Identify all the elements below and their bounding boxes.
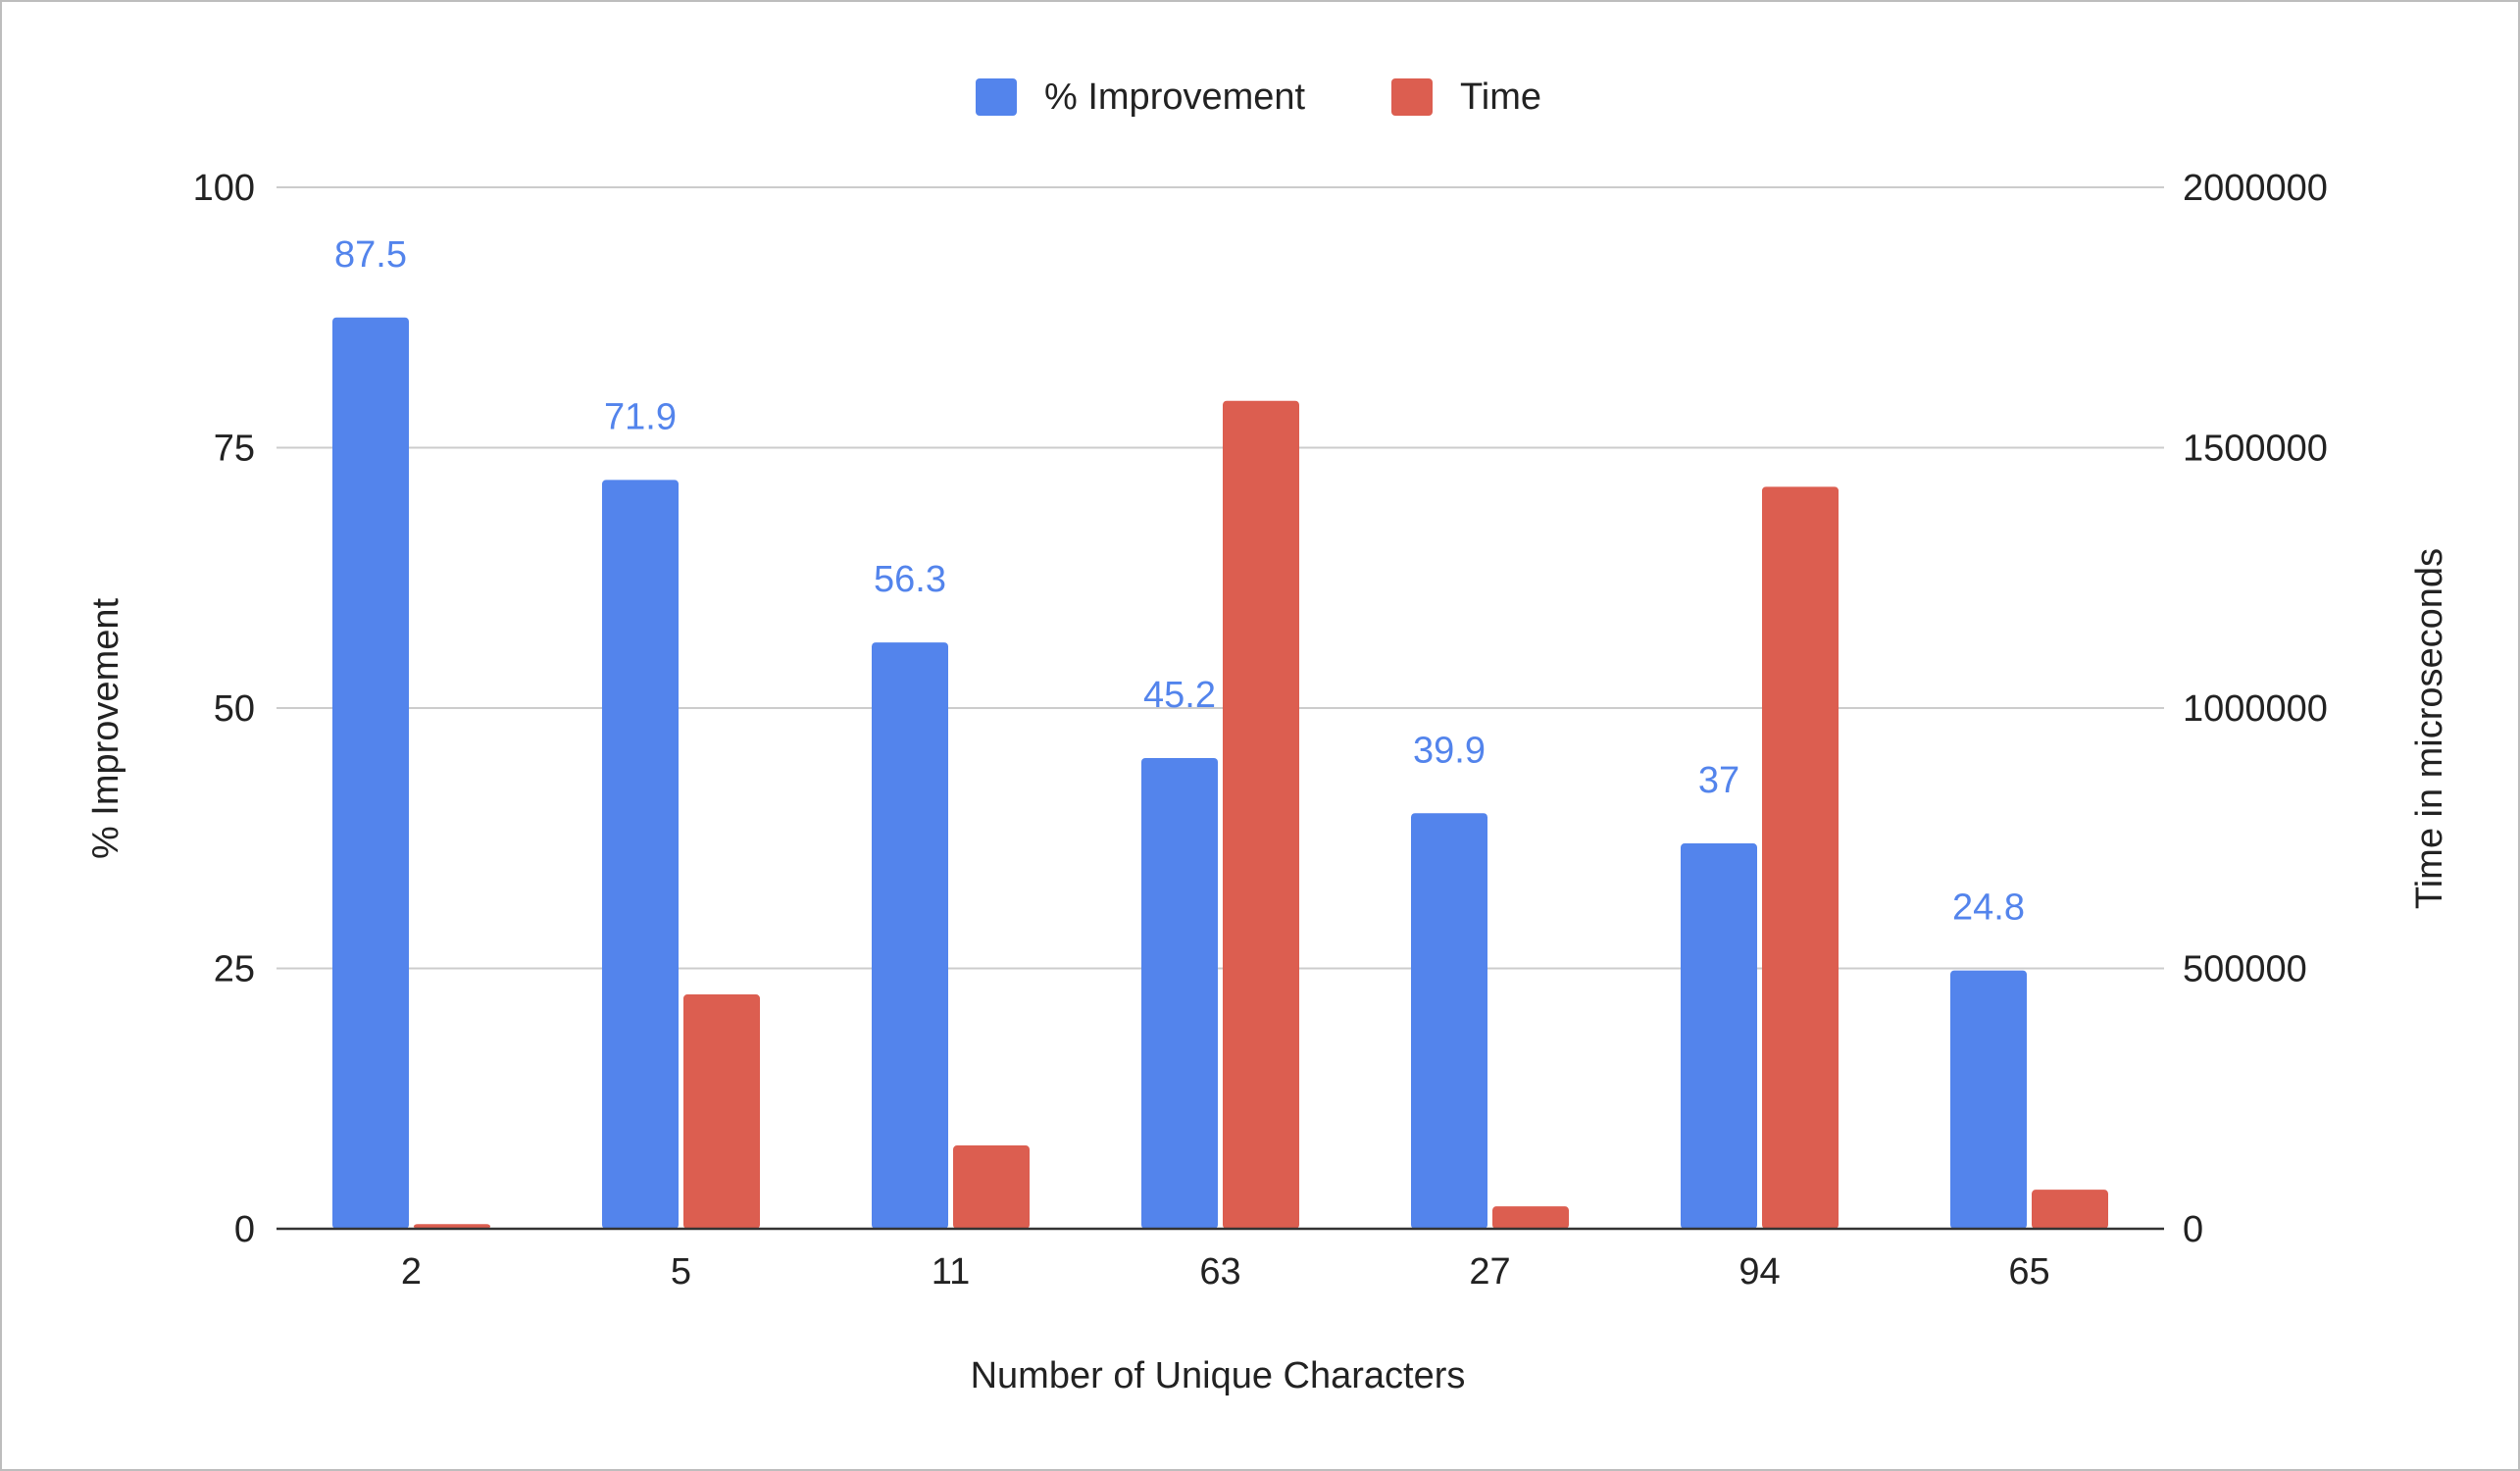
y-tick-label-right: 0 [2183, 1209, 2203, 1250]
y-tick-label-right: 2000000 [2183, 168, 2328, 209]
bar-time-63 [1223, 400, 1299, 1230]
x-tick-label: 94 [1739, 1251, 1780, 1293]
bar-improvement-27 [1411, 813, 1487, 1229]
left-axis-ticks: 0 25 50 75 100 [193, 168, 255, 1250]
legend-label-improvement: % Improvement [1044, 76, 1306, 118]
y-tick-label-right: 500000 [2183, 949, 2307, 990]
bar-improvement-11 [872, 642, 948, 1229]
legend-swatch-improvement [976, 78, 1017, 116]
data-label-improvement-2: 87.5 [334, 234, 407, 276]
right-axis-ticks: 0 500000 1000000 1500000 2000000 [2183, 168, 2328, 1250]
legend-label-time: Time [1460, 76, 1541, 118]
x-tick-label: 5 [671, 1251, 691, 1293]
x-tick-label: 11 [932, 1251, 970, 1293]
bar-improvement-5 [602, 480, 679, 1229]
bar-improvement-63 [1141, 757, 1218, 1229]
data-label-improvement-5: 71.9 [604, 396, 677, 437]
x-axis-title: Number of Unique Characters [971, 1355, 1466, 1396]
data-label-improvement-11: 56.3 [874, 559, 946, 600]
y-tick-label-left: 50 [214, 688, 255, 730]
bar-improvement-65 [1950, 970, 2027, 1229]
y-axis-right-title: Time in microseconds [2409, 548, 2450, 909]
data-label-improvement-63: 45.2 [1143, 675, 1216, 716]
bar-time-94 [1762, 486, 1839, 1229]
y-tick-label-left: 0 [234, 1209, 255, 1250]
y-tick-label-left: 75 [214, 429, 255, 470]
y-tick-label-right: 1500000 [2183, 429, 2328, 470]
data-label-improvement-27: 39.9 [1413, 730, 1486, 771]
y-tick-label-left: 100 [193, 168, 255, 209]
data-label-improvement-94: 37 [1698, 760, 1739, 801]
y-axis-left-title: % Improvement [85, 598, 126, 860]
y-tick-label-right: 1000000 [2183, 688, 2328, 730]
x-tick-label: 65 [2008, 1251, 2049, 1293]
gridlines [277, 186, 2164, 970]
data-label-improvement-65: 24.8 [1952, 888, 2025, 929]
bar-time-5 [683, 994, 760, 1229]
bars [332, 317, 2108, 1230]
x-axis-ticks: 2 5 11 63 27 94 65 [401, 1251, 2050, 1293]
data-labels: 87.5 71.9 56.3 45.2 39.9 37 24.8 [334, 234, 2025, 929]
x-tick-label: 2 [401, 1251, 422, 1293]
y-tick-label-left: 25 [214, 949, 255, 990]
bar-improvement-94 [1681, 843, 1757, 1229]
x-tick-label: 27 [1469, 1251, 1510, 1293]
bar-time-65 [2032, 1190, 2108, 1229]
bar-time-11 [953, 1145, 1030, 1229]
legend-swatch-time [1391, 78, 1433, 116]
bar-time-27 [1492, 1206, 1569, 1229]
bar-improvement-2 [332, 317, 409, 1229]
legend: % Improvement Time [976, 76, 1541, 118]
x-tick-label: 63 [1199, 1251, 1240, 1293]
